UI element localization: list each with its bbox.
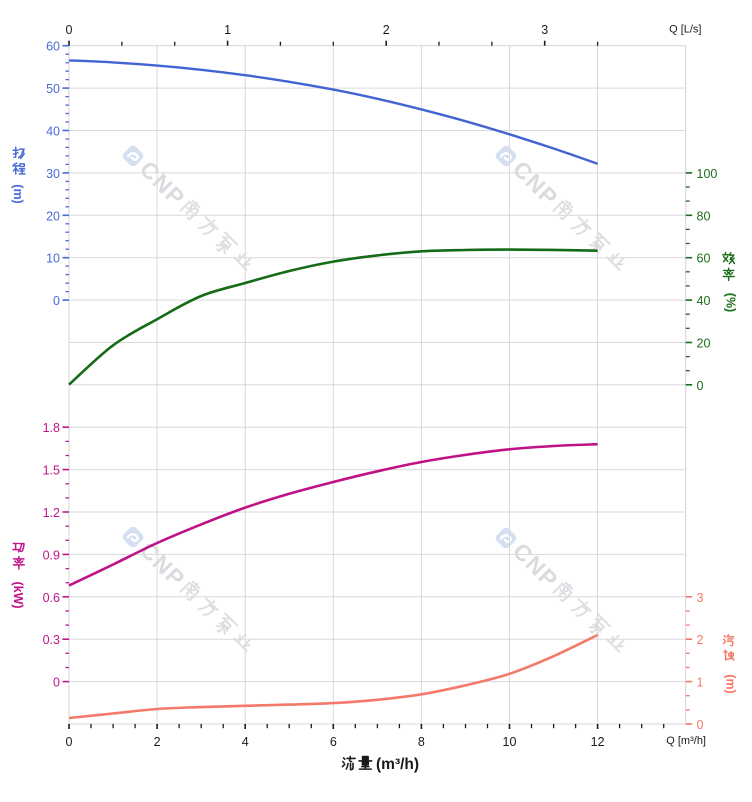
svg-text:(m³/h): (m³/h): [376, 756, 419, 773]
svg-text:10: 10: [46, 252, 60, 266]
svg-text:0: 0: [53, 294, 60, 308]
svg-text:0: 0: [697, 379, 704, 393]
svg-text:60: 60: [697, 252, 711, 266]
svg-text:4: 4: [242, 735, 249, 749]
svg-text:20: 20: [46, 209, 60, 223]
svg-text:0.3: 0.3: [43, 633, 60, 647]
svg-text:2: 2: [697, 633, 704, 647]
svg-text:30: 30: [46, 167, 60, 181]
svg-text:0: 0: [697, 718, 704, 732]
svg-text:0.6: 0.6: [43, 591, 60, 605]
svg-text:1.8: 1.8: [43, 421, 60, 435]
svg-text:40: 40: [697, 294, 711, 308]
svg-text:0.9: 0.9: [43, 548, 60, 562]
svg-text:1.2: 1.2: [43, 506, 60, 520]
svg-text:40: 40: [46, 125, 60, 139]
svg-text:20: 20: [697, 337, 711, 351]
svg-text:6: 6: [330, 735, 337, 749]
svg-text:2: 2: [383, 23, 390, 37]
svg-text:8: 8: [418, 735, 425, 749]
svg-text:(m): (m): [11, 184, 25, 203]
svg-text:1: 1: [224, 23, 231, 37]
svg-text:12: 12: [591, 735, 605, 749]
svg-text:(m): (m): [724, 674, 738, 693]
svg-text:60: 60: [46, 40, 60, 54]
svg-text:1: 1: [697, 676, 704, 690]
svg-text:2: 2: [154, 735, 161, 749]
svg-text:(kW): (kW): [11, 581, 25, 608]
svg-text:100: 100: [697, 167, 718, 181]
svg-text:Q [L/s]: Q [L/s]: [669, 24, 701, 36]
svg-text:0: 0: [53, 676, 60, 690]
svg-text:0: 0: [66, 23, 73, 37]
svg-text:0: 0: [66, 735, 73, 749]
svg-text:1.5: 1.5: [43, 464, 60, 478]
svg-text:80: 80: [697, 209, 711, 223]
svg-text:50: 50: [46, 82, 60, 96]
svg-text:(%): (%): [724, 293, 738, 312]
svg-text:Q [m³/h]: Q [m³/h]: [666, 735, 706, 747]
svg-text:3: 3: [541, 23, 548, 37]
svg-text:3: 3: [697, 591, 704, 605]
svg-text:10: 10: [503, 735, 517, 749]
